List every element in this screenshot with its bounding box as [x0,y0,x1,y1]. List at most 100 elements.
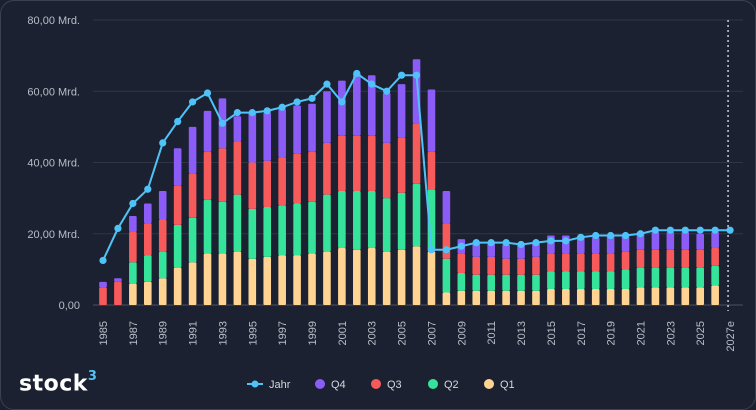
bar-segment-q2 [263,207,272,257]
bar-segment-q1 [278,255,286,305]
logo-wordmark: stock [19,371,88,397]
bar-segment-q4 [308,103,316,152]
jahr-point [308,94,316,102]
jahr-point [696,226,704,234]
bar-segment-q3 [308,151,316,202]
bar-segment-q2 [382,198,391,252]
bar-segment-q1 [457,290,466,305]
legend-label: Q4 [331,379,346,391]
x-tick-label: 2001 [337,321,349,345]
y-tick-label: 40,00 Mrd. [27,158,80,170]
jahr-point [368,80,376,88]
bar-segment-q4 [696,233,705,250]
bar-segment-q2 [129,262,137,284]
bar-segment-q2 [621,269,630,289]
bar-segment-q1 [621,288,630,305]
legend-item-q4: Q4 [315,379,346,391]
bar-segment-q2 [248,208,257,259]
bar-segment-q2 [367,191,376,248]
jahr-point [263,107,271,115]
jahr-point [218,119,227,127]
bar-segment-q4 [173,148,182,186]
legend-item-q3: Q3 [371,379,402,391]
bar-segment-q4 [188,126,197,174]
bar-segment-q4 [99,281,107,288]
stock3-logo: stock3 [19,369,98,397]
bar-segment-q2 [502,274,510,291]
jahr-point [323,80,331,88]
annual-line [99,69,734,265]
jahr-point [636,230,645,238]
bar-segment-q4 [129,215,137,232]
bar-segment-q2 [472,274,481,291]
jahr-point [248,109,256,117]
jahr-point [472,239,480,247]
bar-segment-q2 [158,251,167,279]
jahr-point [562,237,570,245]
bar-segment-q3 [367,135,376,191]
legend-item-q2: Q2 [428,379,459,391]
legend-swatch-dot [251,380,259,388]
jahr-point [726,226,734,234]
bar-segment-q2 [203,199,212,254]
logo-mark: 3 [87,369,98,384]
bar-segment-q1 [427,251,436,305]
jahr-point [233,109,241,117]
bar-segment-q2 [681,267,690,288]
legend-label: Q2 [444,379,459,391]
bar-segment-q4 [158,191,167,220]
x-tick-label: 1987 [128,321,140,345]
x-tick-label: 2011 [486,321,498,345]
x-tick-label: 1997 [277,321,289,345]
x-tick-label: 2025 [695,321,707,345]
bar-segment-q3 [173,185,182,225]
bar-segment-q2 [188,217,197,263]
bar-segment-q1 [382,251,391,305]
bar-segment-q2 [338,191,346,248]
jahr-point [592,231,600,240]
bar-segment-q1 [681,287,690,305]
bar-segment-q3 [114,281,122,305]
bar-segment-q2 [532,274,540,291]
bar-segment-q4 [382,93,391,143]
bar-segment-q3 [158,219,167,252]
x-tick-label: 2019 [606,321,618,345]
bar-segment-q1 [248,258,257,305]
bar-segment-q1 [129,283,137,305]
bar-segment-q2 [666,267,675,288]
jahr-point [353,69,361,78]
bar-segment-q4 [323,91,331,143]
y-axis-labels: 0,00 20,00 Mrd. 40,00 Mrd. 60,00 Mrd. 80,00 … [27,15,80,312]
jahr-point [681,226,689,234]
bar-segment-q1 [263,256,272,305]
bar-segment-q1 [203,253,212,305]
bar-segment-q4 [472,242,481,257]
bar-segment-q2 [517,274,525,291]
bar-segment-q4 [338,80,346,136]
bar-segment-q4 [203,110,212,152]
bar-segment-q3 [293,153,301,204]
legend-label: Q1 [500,379,515,391]
bar-segment-q1 [442,292,451,305]
bar-segment-q4 [502,244,510,259]
bar-segment-q1 [233,251,242,305]
x-tick-label: 2027e [725,321,737,352]
bar-segment-q3 [711,248,719,266]
bar-segment-q1 [218,253,227,305]
jahr-point [114,224,122,233]
legend-label: Q3 [387,379,402,391]
jahr-point [129,199,137,208]
bar-segment-q3 [263,160,272,208]
bar-segment-q1 [532,290,540,305]
jahr-point [621,231,630,240]
bar-segment-q2 [323,194,331,252]
bar-segment-q1 [487,290,495,305]
bar-segment-q4 [606,235,615,254]
bar-segment-q3 [99,287,107,305]
bar-segment-q2 [353,191,361,250]
x-tick-label: 2021 [635,321,647,345]
x-tick-label: 2003 [367,321,379,345]
jahr-point [532,239,540,247]
y-tick-label: 80,00 Mrd. [27,15,80,27]
x-tick-label: 2009 [456,321,468,345]
